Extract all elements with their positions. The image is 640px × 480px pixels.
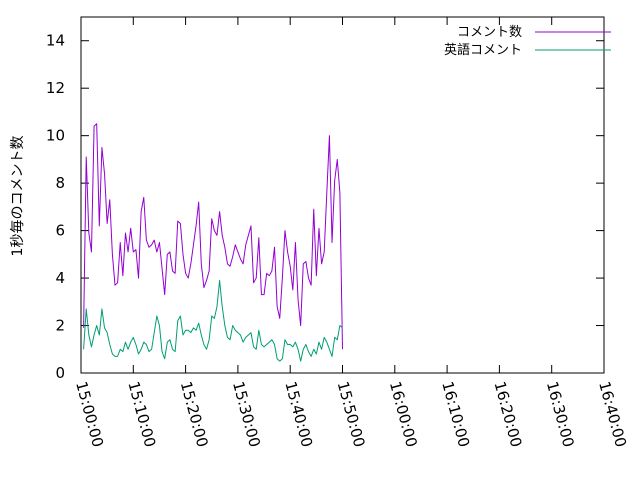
x-tick-label: 15:40:00 bbox=[281, 379, 316, 449]
y-tick-label: 10 bbox=[46, 127, 65, 145]
x-tick-label: 16:00:00 bbox=[386, 379, 421, 449]
x-tick-label: 16:20:00 bbox=[491, 379, 526, 449]
y-tick-label: 4 bbox=[55, 269, 65, 287]
x-tick-label: 16:30:00 bbox=[543, 379, 578, 449]
x-tick-label: 15:10:00 bbox=[124, 379, 159, 449]
series-lines bbox=[83, 123, 343, 362]
x-tick-label: 15:00:00 bbox=[72, 379, 107, 449]
legend-label-1: 英語コメント bbox=[444, 42, 522, 58]
y-axis-label: 1秒毎のコメント数 bbox=[10, 136, 26, 257]
legend-label-0: コメント数 bbox=[457, 25, 522, 40]
y-tick-label: 14 bbox=[46, 32, 65, 50]
y-tick-label: 12 bbox=[46, 79, 65, 97]
y-tick-label: 2 bbox=[55, 317, 65, 335]
y-tick-label: 8 bbox=[55, 174, 65, 192]
x-tick-label: 15:30:00 bbox=[229, 379, 264, 449]
x-tick-label: 16:10:00 bbox=[438, 379, 473, 449]
y-tick-label: 0 bbox=[55, 364, 65, 382]
x-tick-label: 15:20:00 bbox=[177, 379, 212, 449]
y-tick-label: 6 bbox=[55, 222, 65, 240]
x-tick-label: 15:50:00 bbox=[334, 379, 369, 449]
x-axis: 15:00:00 15:10:00 15:20:00 15:30:00 15:40:00… bbox=[72, 17, 630, 449]
series-line-0 bbox=[83, 123, 343, 350]
y-axis: 0 2 4 6 8 10 12 14 bbox=[46, 32, 604, 382]
x-tick-label: 16:40:00 bbox=[595, 379, 630, 449]
series-line-1 bbox=[83, 279, 343, 362]
